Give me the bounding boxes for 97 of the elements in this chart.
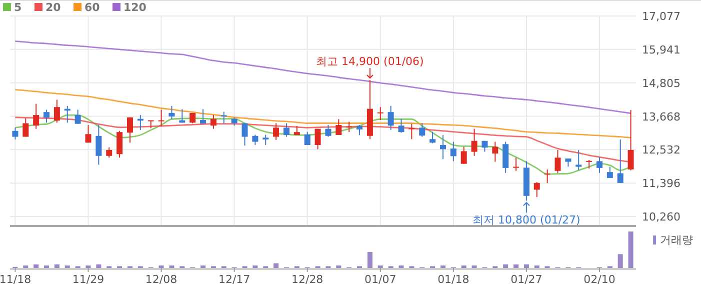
candlestick <box>346 121 352 133</box>
bar <box>64 265 70 268</box>
bar <box>169 265 174 268</box>
candlestick <box>606 166 613 178</box>
y-tick-label: 11,396 <box>642 177 680 190</box>
candlestick <box>44 109 50 124</box>
bar <box>628 232 634 268</box>
bar <box>618 254 623 268</box>
candlestick <box>242 122 248 146</box>
candlestick <box>116 130 123 158</box>
candlestick <box>596 156 602 174</box>
candlestick <box>388 105 394 131</box>
x-tick-label: 11/29 <box>72 273 104 286</box>
bar <box>472 265 477 268</box>
candlestick <box>336 118 342 136</box>
candlestick <box>210 114 216 130</box>
candlestick <box>262 134 269 146</box>
candlestick <box>471 128 478 156</box>
candlestick <box>168 105 175 120</box>
annotation: 최저 10,800 (01/27) <box>472 214 580 227</box>
bar <box>252 265 258 268</box>
x-tick-label: 11/18 <box>0 273 32 286</box>
x-tick-label: 12/17 <box>218 273 250 286</box>
bar <box>23 265 28 268</box>
candlestick <box>74 109 81 124</box>
bar <box>503 264 508 268</box>
x-tick-label: 12/08 <box>145 273 178 286</box>
bar <box>336 265 342 268</box>
candlestick <box>283 122 290 138</box>
bar <box>514 264 519 268</box>
bar <box>440 265 446 268</box>
y-tick-label: 10,260 <box>642 210 680 224</box>
candlestick <box>85 124 92 144</box>
candlestick <box>314 128 321 150</box>
x-tick-label: 02/10 <box>584 273 616 286</box>
candlestick <box>158 109 164 127</box>
bar <box>44 265 50 268</box>
candlestick <box>460 146 467 164</box>
candlestick <box>513 157 520 172</box>
candlestick <box>126 116 133 144</box>
candlestick <box>325 124 332 138</box>
bar <box>524 264 529 268</box>
bar <box>274 263 279 268</box>
bar <box>398 265 404 268</box>
legend-label: 120 <box>124 1 147 14</box>
candlestick <box>273 122 280 141</box>
candlestick <box>554 150 561 174</box>
bar <box>534 265 540 268</box>
line-series <box>14 89 632 138</box>
candlestick <box>96 124 102 166</box>
candlestick <box>54 99 60 124</box>
candlestick <box>502 141 509 174</box>
candlestick <box>106 146 112 158</box>
legend-label: 60 <box>84 1 100 14</box>
bar <box>34 264 39 268</box>
candlestick <box>628 110 634 171</box>
x-tick-label: 01/07 <box>364 273 396 286</box>
line-series <box>14 40 632 114</box>
x-tick-label: 01/18 <box>438 273 470 286</box>
bar <box>367 252 372 268</box>
bar <box>54 264 60 268</box>
candlestick <box>304 131 310 146</box>
candlestick <box>398 118 404 134</box>
y-tick-label: 12,532 <box>642 144 680 157</box>
candlestick <box>419 122 426 138</box>
legend-label: 5 <box>14 1 22 14</box>
bar <box>200 265 206 268</box>
candlestick <box>408 123 415 140</box>
candlestick <box>576 150 582 171</box>
candlestick <box>356 124 363 136</box>
candlestick <box>377 106 384 121</box>
candlestick <box>450 141 456 162</box>
candlestick <box>492 141 498 162</box>
legend-label: 20 <box>46 1 62 14</box>
y-tick-label: 15,941 <box>642 43 680 56</box>
annotation: 최고 14,900 (01/06) <box>316 55 424 68</box>
candlestick <box>534 182 540 198</box>
candlestick <box>430 131 436 144</box>
candlestick <box>440 134 446 160</box>
candlestick <box>544 168 550 184</box>
candlestick <box>22 118 29 138</box>
candlestick <box>252 134 258 146</box>
x-tick-label: 01/27 <box>510 273 542 286</box>
x-tick-label: 12/28 <box>292 273 324 286</box>
y-tick-label: 17,077 <box>642 10 680 23</box>
candlestick <box>200 108 206 124</box>
y-tick-label: 13,668 <box>642 110 680 124</box>
candlestick <box>617 138 624 184</box>
legend-label: 거래량 <box>660 234 693 246</box>
bar <box>378 265 383 268</box>
bar <box>461 265 466 268</box>
candlestick <box>33 103 40 130</box>
candlestick <box>12 127 18 140</box>
bar <box>96 264 102 268</box>
bar <box>86 265 91 268</box>
bar <box>158 265 164 268</box>
y-tick-label: 14,805 <box>642 76 680 90</box>
